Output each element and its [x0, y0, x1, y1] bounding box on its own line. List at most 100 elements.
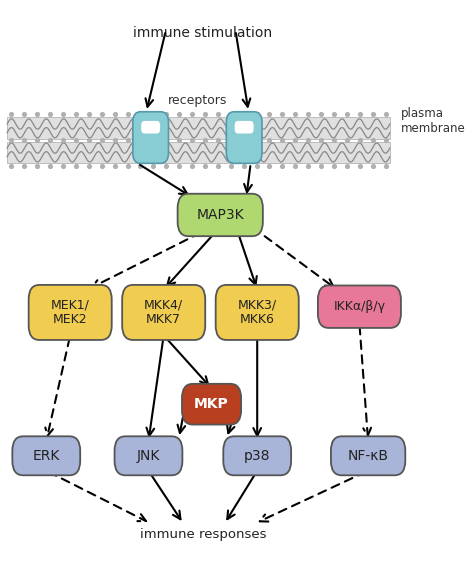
Point [369, 162, 376, 171]
Point [265, 135, 273, 145]
Point [292, 135, 299, 145]
Point [369, 109, 376, 119]
FancyBboxPatch shape [12, 437, 80, 475]
Point [265, 109, 273, 119]
Point [188, 135, 196, 145]
Point [227, 162, 235, 171]
Point [240, 135, 247, 145]
FancyBboxPatch shape [182, 384, 241, 424]
Point [59, 135, 67, 145]
Point [163, 162, 170, 171]
Point [343, 135, 351, 145]
Point [46, 162, 54, 171]
Point [265, 162, 273, 171]
Point [34, 162, 41, 171]
Point [356, 135, 364, 145]
Point [382, 162, 389, 171]
Point [98, 135, 106, 145]
Point [137, 109, 144, 119]
Point [227, 135, 235, 145]
Point [85, 135, 92, 145]
Point [20, 135, 28, 145]
Point [356, 162, 364, 171]
Point [330, 162, 337, 171]
Text: NF-κB: NF-κB [347, 449, 389, 463]
Point [20, 109, 28, 119]
Point [98, 109, 106, 119]
Point [111, 162, 118, 171]
Point [8, 109, 15, 119]
Point [214, 135, 222, 145]
Point [201, 135, 209, 145]
Point [279, 162, 286, 171]
Point [343, 162, 351, 171]
Point [330, 109, 337, 119]
Point [8, 162, 15, 171]
Point [175, 109, 183, 119]
FancyBboxPatch shape [141, 121, 160, 134]
Point [188, 162, 196, 171]
Point [72, 109, 80, 119]
Point [124, 109, 131, 119]
Point [304, 135, 312, 145]
Point [137, 135, 144, 145]
Point [124, 135, 131, 145]
Point [175, 162, 183, 171]
Point [369, 135, 376, 145]
Bar [7, 118, 390, 140]
Text: MAP3K: MAP3K [196, 208, 244, 222]
FancyBboxPatch shape [133, 112, 168, 163]
Point [356, 109, 364, 119]
Point [34, 135, 41, 145]
Point [304, 162, 312, 171]
Point [20, 162, 28, 171]
Point [201, 109, 209, 119]
Point [292, 162, 299, 171]
Point [98, 162, 106, 171]
Point [59, 109, 67, 119]
Text: immune stimulation: immune stimulation [133, 25, 273, 40]
Point [317, 162, 325, 171]
Point [382, 109, 389, 119]
Point [382, 135, 389, 145]
Point [124, 162, 131, 171]
Point [85, 109, 92, 119]
FancyBboxPatch shape [223, 437, 291, 475]
Point [59, 162, 67, 171]
FancyBboxPatch shape [178, 194, 263, 236]
Point [214, 162, 222, 171]
Text: ERK: ERK [33, 449, 60, 463]
Point [343, 109, 351, 119]
Point [8, 135, 15, 145]
Point [304, 109, 312, 119]
Point [150, 109, 157, 119]
FancyBboxPatch shape [115, 437, 182, 475]
Text: immune responses: immune responses [139, 529, 266, 541]
Point [34, 109, 41, 119]
Point [227, 109, 235, 119]
Text: MKK3/
MKK6: MKK3/ MKK6 [237, 298, 277, 327]
Text: JNK: JNK [137, 449, 160, 463]
Point [253, 109, 260, 119]
Point [201, 162, 209, 171]
Point [163, 135, 170, 145]
Point [137, 162, 144, 171]
Text: IKKα/β/γ: IKKα/β/γ [333, 300, 385, 313]
Point [188, 109, 196, 119]
Text: p38: p38 [244, 449, 271, 463]
Point [150, 135, 157, 145]
Point [72, 135, 80, 145]
Text: MKK4/
MKK7: MKK4/ MKK7 [144, 298, 183, 327]
FancyBboxPatch shape [28, 285, 112, 340]
Point [85, 162, 92, 171]
Point [317, 109, 325, 119]
FancyBboxPatch shape [226, 112, 262, 163]
FancyBboxPatch shape [235, 121, 254, 134]
Point [111, 109, 118, 119]
Point [214, 109, 222, 119]
FancyBboxPatch shape [216, 285, 299, 340]
Point [111, 135, 118, 145]
Point [163, 109, 170, 119]
Point [240, 109, 247, 119]
Point [279, 135, 286, 145]
